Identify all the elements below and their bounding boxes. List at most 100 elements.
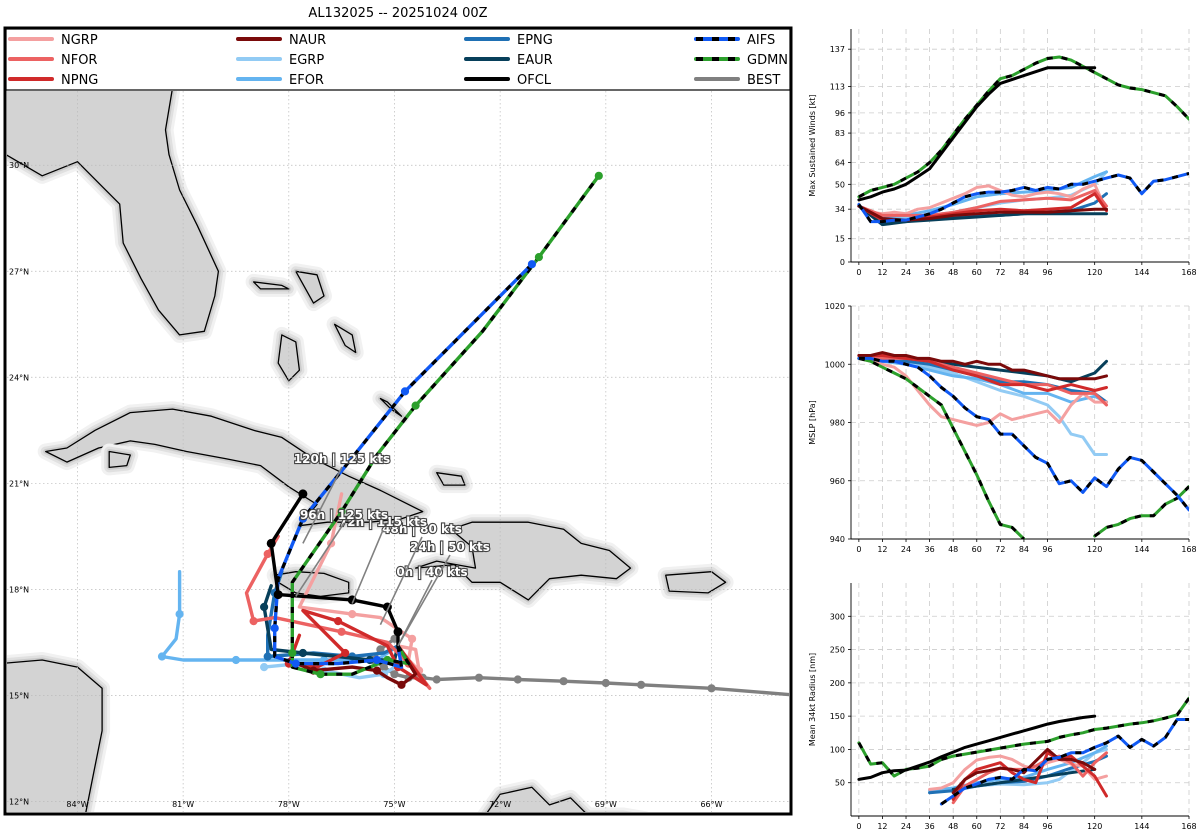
land-grand-bahama (245, 273, 297, 297)
track-aifs (270, 260, 537, 669)
track-point (266, 538, 276, 548)
x-tick-label: 36 (925, 268, 935, 277)
y-axis-label: Max Sustained Winds [kt] (808, 94, 817, 196)
land-eleuthera (326, 316, 364, 361)
x-tick-label: 24 (901, 822, 911, 831)
track-point (390, 670, 399, 679)
x-tick-label: 96 (1042, 822, 1052, 831)
max-wind-panel: 0 12 24 36 48 60 72 84 96 120 144 168 0 15 34 50 64 83 96 1… (808, 29, 1197, 277)
land-inagua (428, 464, 473, 494)
land-central-america (7, 652, 111, 812)
series-eaur (857, 204, 1108, 227)
series-npng (951, 751, 1108, 801)
legend-entry-npng: NPNG (8, 73, 98, 88)
x-tick-label: 12 (877, 545, 887, 554)
lat-tick-label: 30°N (9, 161, 29, 170)
track-point (408, 634, 417, 643)
y-tick-label: 250 (830, 646, 845, 655)
series-ofcl (857, 714, 1097, 781)
annotation-leader (351, 529, 384, 604)
y-tick-label: 1000 (825, 360, 845, 369)
x-tick-label: 36 (925, 545, 935, 554)
track-point (637, 680, 646, 689)
x-tick-label: 168 (1181, 545, 1196, 554)
intensity-annotation: 48h | 80 kts (382, 522, 462, 536)
y-tick-label: 200 (830, 679, 845, 688)
track-point (379, 663, 388, 672)
track-point (559, 677, 568, 686)
lat-tick-label: 15°N (9, 691, 29, 700)
legend-entry-egrp: EGRP (236, 53, 324, 68)
legend-label: NAUR (289, 33, 326, 48)
x-tick-label: 84 (1019, 268, 1029, 277)
y-tick-label: 96 (835, 109, 845, 118)
track-point (270, 624, 279, 633)
legend-label: BEST (747, 73, 780, 88)
land-andros (270, 326, 308, 389)
legend-label: EGRP (289, 53, 324, 68)
mslp-panel: 0 12 24 36 48 60 72 84 96 120 144 168 940 960 980 1000 1… (808, 302, 1197, 554)
legend-label: NFOR (61, 53, 97, 68)
legend-label: NPNG (61, 73, 98, 88)
forecast-tracks (157, 171, 803, 699)
legend-label: AIFS (747, 33, 775, 48)
legend-box (5, 28, 791, 91)
series-ngrp (857, 356, 1108, 427)
x-tick-label: 72 (995, 268, 1005, 277)
lat-tick-label: 27°N (9, 267, 29, 276)
legend-label: EFOR (289, 73, 324, 88)
y-tick-label: 300 (830, 612, 845, 621)
track-point (263, 652, 272, 661)
map-frame (3, 26, 793, 816)
track-point (334, 617, 343, 626)
lon-tick-label: 81°W (172, 800, 194, 809)
track-point (298, 514, 307, 523)
x-tick-label: 72 (995, 822, 1005, 831)
x-tick-label: 168 (1181, 822, 1196, 831)
series-nfor (857, 189, 1108, 217)
track-point (432, 675, 441, 684)
x-tick-label: 60 (972, 268, 982, 277)
legend-label: EAUR (517, 53, 553, 68)
lon-tick-label: 75°W (383, 800, 405, 809)
legend-entry-naur: NAUR (236, 33, 326, 48)
y-tick-label: 0 (840, 258, 845, 267)
x-tick-label: 24 (901, 268, 911, 277)
series-ngrp (857, 182, 1108, 216)
x-tick-label: 48 (948, 822, 958, 831)
y-tick-label: 150 (830, 712, 845, 721)
x-tick-label: 12 (877, 268, 887, 277)
y-tick-label: 940 (830, 535, 845, 544)
series-npng (857, 354, 1108, 392)
series-aifs (857, 356, 1189, 512)
track-point (601, 678, 610, 688)
x-tick-label: 12 (877, 822, 887, 831)
track-point (157, 652, 167, 661)
x-tick-label: 144 (1134, 822, 1149, 831)
y-tick-label: 113 (830, 82, 845, 91)
series-ofcl (857, 66, 1097, 202)
lat-tick-label: 21°N (9, 479, 29, 488)
legend-entry-epng: EPNG (464, 33, 553, 48)
track-point (175, 610, 184, 619)
track-point (341, 648, 350, 658)
legend-label: EPNG (517, 33, 553, 48)
track-point (796, 692, 803, 699)
track-point (411, 401, 420, 410)
track-point (337, 507, 346, 516)
track-point (527, 260, 537, 269)
legend-label: OFCL (517, 73, 552, 88)
map-tick-labels: 84°W 81°W 78°W 75°W 72°W 69°W 66°W 30°N 27°N 24°N… (9, 161, 723, 809)
annotation-leader (295, 522, 345, 597)
map-land (7, 91, 734, 812)
track-point (474, 673, 484, 682)
track-point (260, 602, 269, 612)
track-point (513, 675, 522, 684)
x-tick-label: 36 (925, 822, 935, 831)
y-tick-label: 15 (835, 235, 845, 244)
series-aifs (857, 172, 1189, 224)
x-tick-label: 120 (1087, 822, 1102, 831)
